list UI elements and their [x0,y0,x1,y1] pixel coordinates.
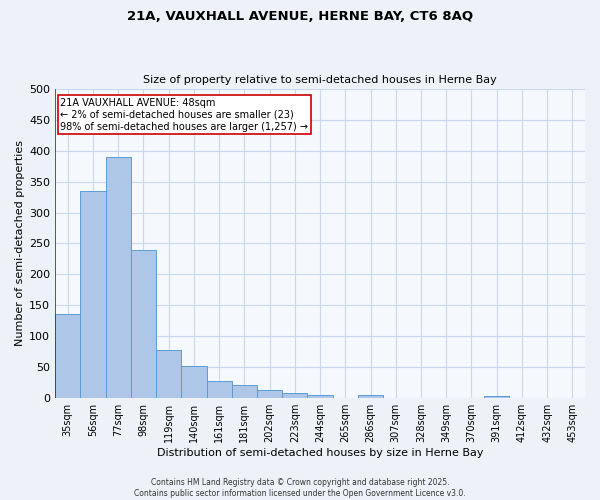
Text: 21A, VAUXHALL AVENUE, HERNE BAY, CT6 8AQ: 21A, VAUXHALL AVENUE, HERNE BAY, CT6 8AQ [127,10,473,23]
Bar [156,350,181,398]
Bar [232,386,257,398]
Bar [131,250,156,398]
Y-axis label: Number of semi-detached properties: Number of semi-detached properties [15,140,25,346]
Bar [80,191,106,398]
Text: Contains HM Land Registry data © Crown copyright and database right 2025.
Contai: Contains HM Land Registry data © Crown c… [134,478,466,498]
Bar [106,157,131,398]
X-axis label: Distribution of semi-detached houses by size in Herne Bay: Distribution of semi-detached houses by … [157,448,484,458]
Bar [206,381,232,398]
Title: Size of property relative to semi-detached houses in Herne Bay: Size of property relative to semi-detach… [143,76,497,86]
Bar [55,314,80,398]
Bar [484,396,509,398]
Bar [181,366,206,398]
Text: 21A VAUXHALL AVENUE: 48sqm
← 2% of semi-detached houses are smaller (23)
98% of : 21A VAUXHALL AVENUE: 48sqm ← 2% of semi-… [61,98,308,132]
Bar [307,394,332,398]
Bar [257,390,282,398]
Bar [282,394,307,398]
Bar [358,395,383,398]
